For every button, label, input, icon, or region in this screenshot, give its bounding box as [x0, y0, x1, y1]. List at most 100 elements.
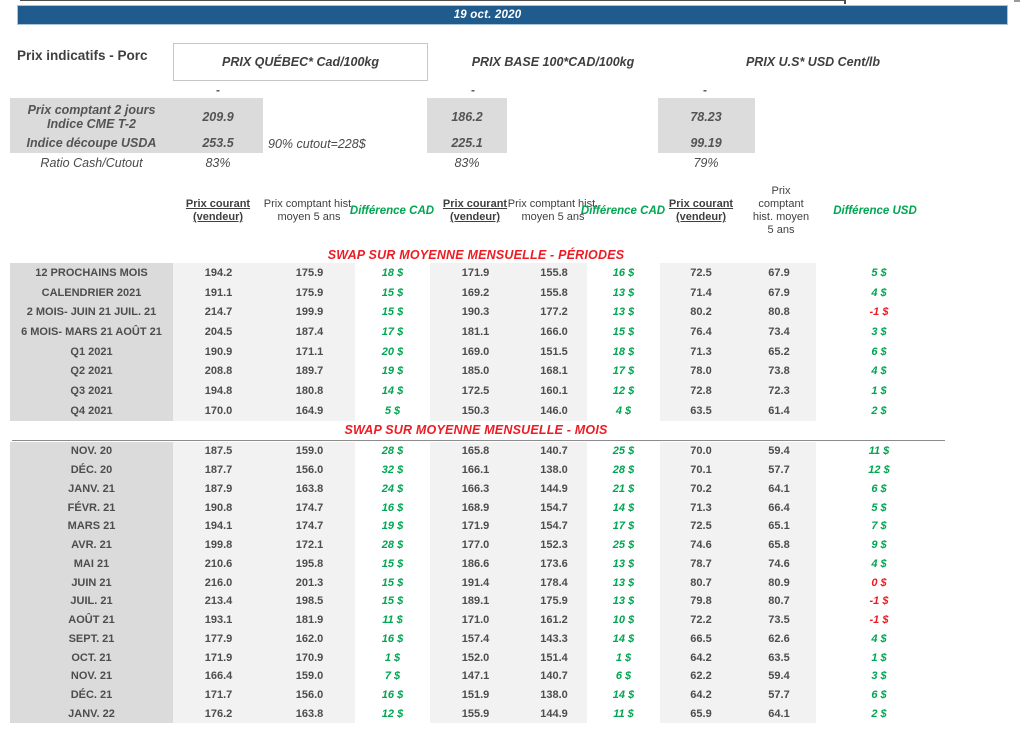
page-title: Prix indicatifs - Porc — [17, 48, 148, 63]
table-row: MAI 21 210.6 195.8 15 $186.6 173.6 13 $78.7 74… — [10, 554, 942, 574]
row-label: OCT. 21 — [10, 648, 173, 667]
price-cell: 216.0 — [173, 573, 264, 592]
difference-cell: 15 $ — [355, 302, 430, 323]
difference-cell: 13 $ — [587, 554, 660, 574]
price-cell: 181.9 — [264, 610, 355, 630]
row-label: NOV. 21 — [10, 667, 173, 686]
price-cell: 171.9 — [173, 648, 264, 667]
table-row: 2 MOIS- JUIN 21 JUIL. 21 214.7 199.9 15 $19… — [10, 302, 942, 323]
price-cell: 173.6 — [521, 554, 587, 574]
price-cell: 63.5 — [742, 648, 816, 667]
price-cell: 171.1 — [264, 341, 355, 362]
price-cell: 61.4 — [742, 400, 816, 421]
difference-cell: 5 $ — [816, 498, 942, 517]
difference-cell: 12 $ — [587, 381, 660, 401]
price-cell: 180.8 — [264, 381, 355, 401]
price-cell: 177.0 — [430, 535, 521, 555]
spot-usda-label: Indice découpe USDA — [26, 136, 157, 150]
price-cell: 169.2 — [430, 282, 521, 303]
price-cell: 169.0 — [430, 341, 521, 362]
spot-cme-us: 78.23 — [690, 110, 722, 124]
price-cell: 165.8 — [430, 442, 521, 461]
difference-cell: 17 $ — [587, 361, 660, 382]
difference-cell: 13 $ — [587, 282, 660, 303]
col-header-prix-comptant-qc: Prix comptant hist. moyen 5 ans — [263, 198, 355, 223]
price-cell: 175.9 — [264, 282, 355, 303]
price-cell: 159.0 — [264, 667, 355, 686]
price-cell: 171.9 — [430, 517, 521, 536]
price-cell: 191.4 — [430, 573, 521, 592]
difference-cell: 6 $ — [816, 341, 942, 362]
dash-quebec: - — [216, 83, 220, 97]
price-cell: 155.8 — [521, 263, 587, 283]
difference-cell: 12 $ — [355, 704, 430, 724]
date-banner: 19 oct. 2020 — [17, 5, 1008, 25]
price-cell: 67.9 — [742, 263, 816, 283]
difference-cell: 4 $ — [816, 361, 942, 382]
price-cell: 160.1 — [521, 381, 587, 401]
difference-cell: 18 $ — [355, 263, 430, 283]
spot-ratio-label: Ratio Cash/Cutout — [40, 156, 143, 170]
price-cell: 214.7 — [173, 302, 264, 323]
table-row: Q3 2021 194.8 180.8 14 $172.5 160.1 12 $72.8 7… — [10, 381, 942, 401]
table-row: AOÛT 21 193.1 181.9 11 $171.0 161.2 10 $72.2 7… — [10, 610, 942, 630]
spot-cme-quebec: 209.9 — [202, 110, 234, 124]
price-cell: 190.3 — [430, 302, 521, 323]
spot-ratio-us: 79% — [693, 156, 719, 170]
price-cell: 201.3 — [264, 573, 355, 592]
difference-cell: 3 $ — [816, 667, 942, 686]
difference-cell: 15 $ — [355, 592, 430, 611]
price-cell: 66.5 — [660, 629, 742, 649]
top-dot — [1014, 0, 1020, 2]
table-row: DÉC. 21 171.7 156.0 16 $151.9 138.0 14 $64.2 5… — [10, 685, 942, 705]
difference-cell: 2 $ — [816, 704, 942, 724]
price-cell: 155.8 — [521, 282, 587, 303]
difference-cell: 16 $ — [355, 629, 430, 649]
price-cell: 67.9 — [742, 282, 816, 303]
difference-cell: 4 $ — [816, 554, 942, 574]
difference-cell: 13 $ — [587, 592, 660, 611]
difference-cell: 1 $ — [816, 381, 942, 401]
difference-cell: 11 $ — [587, 704, 660, 724]
price-cell: 63.5 — [660, 400, 742, 421]
col-header-prix-courant-qc: Prix courant (vendeur) — [185, 198, 251, 223]
table-row: NOV. 21 166.4 159.0 7 $147.1 140.7 6 $62.2 59.… — [10, 667, 942, 686]
periods-table: 12 PROCHAINS MOIS 194.2 175.9 18 $171.9 155.… — [10, 263, 942, 421]
price-cell: 138.0 — [521, 460, 587, 480]
price-cell: 194.2 — [173, 263, 264, 283]
col-header-prix-comptant-base: Prix comptant hist. moyen 5 ans — [507, 198, 599, 223]
price-cell: 163.8 — [264, 704, 355, 724]
table-row: Q2 2021 208.8 189.7 19 $185.0 168.1 17 $78.0 7… — [10, 361, 942, 382]
table-row: NOV. 20 187.5 159.0 28 $165.8 140.7 25 $70.0 5… — [10, 442, 942, 461]
difference-cell: -1 $ — [816, 592, 942, 611]
price-cell: 157.4 — [430, 629, 521, 649]
price-cell: 79.8 — [660, 592, 742, 611]
price-cell: 177.2 — [521, 302, 587, 323]
difference-cell: 6 $ — [816, 685, 942, 705]
difference-cell: 13 $ — [587, 573, 660, 592]
difference-cell: 18 $ — [587, 341, 660, 362]
row-label: MARS 21 — [10, 517, 173, 536]
price-cell: 187.4 — [264, 322, 355, 342]
price-cell: 151.4 — [521, 648, 587, 667]
row-label: Q4 2021 — [10, 400, 173, 421]
table-row: JUIN 21 216.0 201.3 15 $191.4 178.4 13 $80.7 8… — [10, 573, 942, 592]
group-header-base: PRIX BASE 100*CAD/100kg — [471, 55, 635, 69]
price-cell: 76.4 — [660, 322, 742, 342]
difference-cell: 19 $ — [355, 517, 430, 536]
price-cell: 175.9 — [521, 592, 587, 611]
price-cell: 156.0 — [264, 685, 355, 705]
price-cell: 73.5 — [742, 610, 816, 630]
difference-cell: 13 $ — [587, 302, 660, 323]
price-cell: 72.8 — [660, 381, 742, 401]
price-cell: 172.1 — [264, 535, 355, 555]
price-cell: 154.7 — [521, 498, 587, 517]
price-cell: 189.7 — [264, 361, 355, 382]
price-cell: 64.1 — [742, 479, 816, 499]
table-row: AVR. 21 199.8 172.1 28 $177.0 152.3 25 $74.6 6… — [10, 535, 942, 555]
difference-cell: 9 $ — [816, 535, 942, 555]
price-cell: 191.1 — [173, 282, 264, 303]
price-cell: 59.4 — [742, 442, 816, 461]
price-cell: 140.7 — [521, 442, 587, 461]
table-row: JUIL. 21 213.4 198.5 15 $189.1 175.9 13 $79.8… — [10, 592, 942, 611]
